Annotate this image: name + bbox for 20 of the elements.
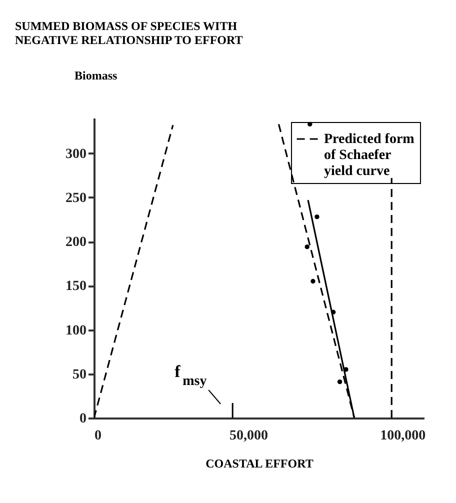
point — [314, 214, 320, 220]
point — [310, 278, 316, 284]
y-tick-label: 100 — [66, 323, 86, 338]
y-axis-title: Biomass — [74, 68, 118, 82]
x-tick-label: 0 — [94, 428, 102, 444]
point — [337, 379, 342, 384]
y-tick-label: 50 — [72, 367, 86, 382]
y-tick-label: 250 — [66, 190, 86, 206]
y-tick-label: 300 — [66, 146, 86, 162]
x-tick-label: 100,000 — [380, 428, 426, 444]
point — [304, 244, 310, 250]
legend-label: Predicted form of Schaefer yield curve — [324, 132, 415, 179]
y-tick-label: 150 — [66, 279, 86, 294]
x-axis-title: COASTAL EFFORT — [206, 456, 314, 470]
y-tick-label: 200 — [66, 235, 86, 250]
x-tick-label: 50,000 — [229, 428, 268, 444]
y-tick-label: 0 — [80, 412, 86, 426]
point — [344, 367, 348, 372]
point — [330, 310, 336, 314]
chart-title: SUMMED BIOMASS OF SPECIES WITH NEGATIVE RELATIONSHIP TO EFFORT — [15, 19, 243, 47]
